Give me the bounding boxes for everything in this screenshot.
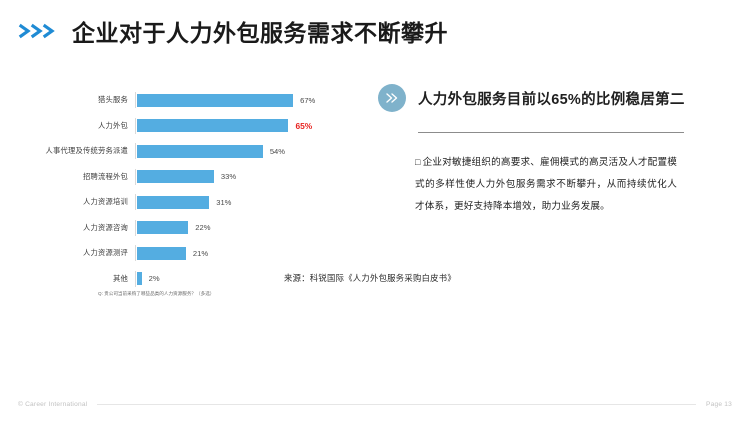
bar-value-label: 21% <box>192 248 209 258</box>
bar-fill <box>137 221 189 234</box>
insight-body: □ 企业对敏捷组织的高要求、雇佣模式的高灵活及人才配置模式的多样性使人力外包服务需… <box>415 152 677 218</box>
bar-row: 人力外包 65% <box>0 117 370 134</box>
footer-copyright: © Career International <box>18 400 88 408</box>
bullet-marker: □ <box>415 157 421 167</box>
insight-divider <box>418 132 684 133</box>
bar-fill <box>137 119 289 132</box>
bar-category-label: 人力资源咨询 <box>83 222 128 232</box>
bar-track: 33% <box>135 168 370 185</box>
bar-category-label: 其他 <box>113 273 128 283</box>
bar-row: 人事代理及传统劳务派遣 54% <box>0 143 370 159</box>
insight-panel: 人力外包服务目前以65%的比例稳居第二 □ 企业对敏捷组织的高要求、雇佣模式的高灵… <box>370 62 750 352</box>
bar-fill <box>137 246 186 260</box>
bar-track: 2% <box>135 270 370 287</box>
bar-row: 其他 2% <box>0 270 370 287</box>
bar-category-label: 人力外包 <box>98 120 128 130</box>
bar-row: 人力资源测评 21% <box>0 245 370 261</box>
bar-value-label: 67% <box>300 95 316 105</box>
slide-footer: © Career International Page 13 <box>0 386 750 422</box>
bar-track: 54% <box>135 143 370 159</box>
bar-category-label: 人力资源测评 <box>83 248 128 257</box>
bar-row: 猎头服务 67% <box>0 92 370 108</box>
bar-fill <box>137 144 263 158</box>
bar-category-label: 猎头服务 <box>98 95 128 104</box>
footer-page-number: Page 13 <box>706 400 732 408</box>
chart-question-note: Q: 贵公司当前采购了哪些品类的人力资源服务？（多选） <box>98 291 215 296</box>
bar-fill <box>137 272 142 285</box>
bar-value-label: 2% <box>148 274 160 283</box>
bar-fill <box>137 195 210 209</box>
bar-chart: 猎头服务 67% 人力外包 65% 人事代理及传统劳务派遣 54% 招聘流程外包 <box>0 92 370 296</box>
bar-fill <box>137 170 214 183</box>
triple-chevron-right-icon <box>18 23 60 39</box>
bar-row: 人力资源咨询 22% <box>0 219 370 236</box>
bar-category-label: 人事代理及传统劳务派遣 <box>45 146 128 155</box>
bar-track: 67% <box>135 92 370 108</box>
bar-value-label: 54% <box>269 146 286 156</box>
bar-value-label-highlighted: 65% <box>295 120 313 131</box>
bar-row: 招聘流程外包 33% <box>0 168 370 185</box>
page-title: 企业对于人力外包服务需求不断攀升 <box>72 20 448 46</box>
bar-value-label: 31% <box>216 197 232 207</box>
bar-row: 人力资源培训 31% <box>0 194 370 210</box>
bar-value-label: 33% <box>220 172 237 181</box>
bar-track: 21% <box>135 245 370 261</box>
chart-source-caption: 来源：科锐国际《人力外包服务采购白皮书》 <box>284 273 456 283</box>
bar-value-label: 22% <box>195 223 211 232</box>
footer-divider <box>97 403 697 405</box>
insight-heading: 人力外包服务目前以65%的比例稳居第二 <box>418 91 685 108</box>
bar-category-label: 招聘流程外包 <box>83 171 128 181</box>
double-chevron-right-icon <box>378 84 406 112</box>
bar-track: 22% <box>135 219 370 236</box>
insight-heading-row: 人力外包服务目前以65%的比例稳居第二 <box>378 84 685 112</box>
chart-panel: 猎头服务 67% 人力外包 65% 人事代理及传统劳务派遣 54% 招聘流程外包 <box>0 62 370 352</box>
insight-body-text: 企业对敏捷组织的高要求、雇佣模式的高灵活及人才配置模式的多样性使人力外包服务需求… <box>415 157 677 212</box>
bar-fill <box>137 93 294 107</box>
slide-header: 企业对于人力外包服务需求不断攀升 <box>0 0 750 62</box>
bar-track: 31% <box>135 194 370 210</box>
bar-track: 65% <box>135 117 370 134</box>
bar-category-label: 人力资源培训 <box>83 197 128 206</box>
